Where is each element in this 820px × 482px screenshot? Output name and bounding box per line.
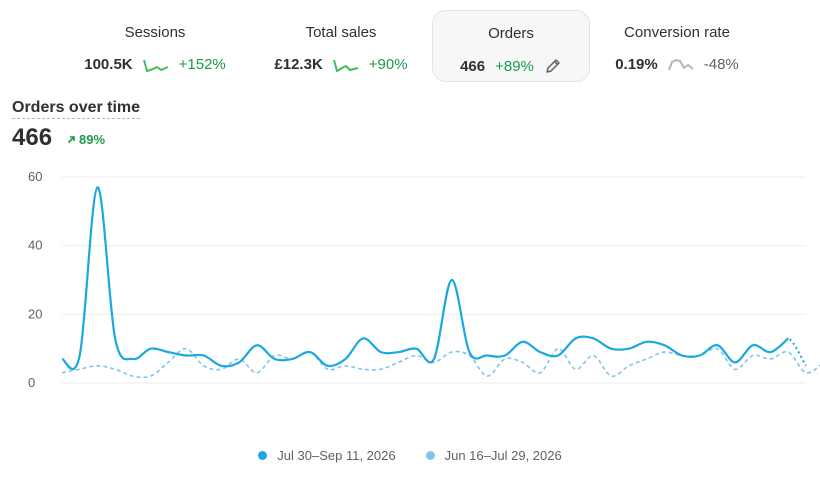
arrow-up-right-icon — [67, 136, 75, 144]
metric-conversion-rate[interactable]: Conversion rate 0.19% -48% — [598, 10, 756, 82]
chart-legend: Jul 30–Sep 11, 2026 Jun 16–Jul 29, 2026 — [0, 448, 820, 463]
chart-total-delta: 89% — [67, 132, 105, 147]
metrics-bar: Sessions 100.5K +152% Total sales £12.3K… — [0, 0, 820, 92]
chart-delta-text: 89% — [79, 132, 106, 147]
metric-value: £12.3K — [274, 56, 323, 73]
metric-delta: +90% — [368, 56, 408, 73]
metric-value: 100.5K — [84, 56, 133, 73]
sparkline-up-icon — [332, 59, 359, 72]
y-tick-label: 20 — [28, 306, 42, 321]
metric-label: Orders — [488, 25, 534, 42]
y-tick-label: 0 — [28, 375, 35, 390]
metric-delta: +152% — [178, 56, 226, 73]
metric-sessions[interactable]: Sessions 100.5K +152% — [76, 10, 234, 82]
metric-label: Sessions — [124, 24, 186, 41]
y-tick-label: 60 — [28, 169, 42, 184]
sparkline-up-icon — [142, 59, 169, 72]
series-line-current-incomplete — [788, 337, 807, 367]
chart-total-value: 466 — [12, 124, 53, 151]
metric-label: Conversion rate — [624, 24, 730, 41]
legend-label: Jul 30–Sep 11, 2026 — [277, 448, 396, 463]
metric-delta: +89% — [495, 57, 534, 75]
metric-orders[interactable]: Orders 466 +89% — [432, 10, 590, 82]
legend-item-current[interactable]: Jul 30–Sep 11, 2026 — [258, 448, 396, 463]
metric-total-sales[interactable]: Total sales £12.3K +90% — [262, 10, 420, 82]
legend-dot-icon — [258, 451, 268, 460]
series-line-current — [60, 186, 790, 371]
legend-item-previous[interactable]: Jun 16–Jul 29, 2026 — [425, 448, 562, 463]
legend-dot-icon — [425, 451, 435, 460]
pencil-icon[interactable] — [544, 57, 562, 75]
chart-title[interactable]: Orders over time — [12, 99, 141, 119]
metric-value: 0.19% — [615, 56, 658, 73]
metric-label: Total sales — [305, 24, 377, 41]
legend-label: Jun 16–Jul 29, 2026 — [444, 448, 562, 463]
metric-delta: -48% — [703, 56, 739, 73]
y-tick-label: 40 — [28, 238, 42, 253]
metric-value: 466 — [460, 57, 486, 75]
sparkline-down-icon — [667, 58, 694, 70]
